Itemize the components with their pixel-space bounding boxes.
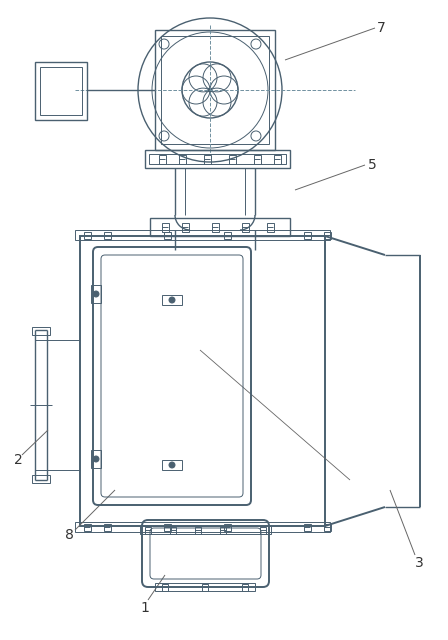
Bar	[140, 526, 271, 534]
Bar	[162, 295, 182, 305]
Bar	[242, 584, 248, 591]
Bar	[161, 36, 269, 144]
Circle shape	[93, 456, 99, 462]
Bar	[145, 150, 290, 168]
Bar	[204, 155, 211, 164]
Bar	[212, 223, 219, 232]
Text: 3: 3	[415, 556, 424, 570]
Bar	[35, 62, 87, 120]
Text: 2: 2	[14, 453, 23, 467]
Bar	[149, 154, 286, 164]
Bar	[84, 524, 91, 531]
Bar	[155, 30, 275, 150]
Bar	[91, 450, 101, 468]
Bar	[195, 527, 201, 534]
Bar	[162, 584, 168, 591]
Bar	[80, 236, 325, 526]
Bar	[260, 527, 266, 534]
Bar	[304, 232, 311, 239]
Bar	[104, 232, 111, 239]
Bar	[182, 223, 189, 232]
Bar	[304, 524, 311, 531]
Bar	[145, 527, 151, 534]
Circle shape	[169, 297, 175, 303]
Bar	[324, 232, 331, 239]
Bar	[162, 223, 169, 232]
Bar	[164, 524, 171, 531]
Bar	[267, 223, 274, 232]
Text: 7: 7	[377, 21, 386, 35]
Bar	[254, 155, 261, 164]
Bar	[220, 527, 226, 534]
Circle shape	[93, 291, 99, 297]
Bar	[179, 155, 186, 164]
Bar	[75, 230, 330, 240]
Circle shape	[208, 88, 212, 92]
Bar	[224, 524, 231, 531]
Bar	[162, 460, 182, 470]
Bar	[150, 218, 290, 236]
Bar	[40, 67, 82, 115]
Bar	[159, 155, 166, 164]
Bar	[32, 327, 50, 335]
Bar	[202, 584, 208, 591]
Text: 1: 1	[140, 601, 149, 615]
Bar	[104, 524, 111, 531]
Text: 5: 5	[368, 158, 377, 172]
Bar	[274, 155, 281, 164]
Text: 8: 8	[65, 528, 74, 542]
Bar	[84, 232, 91, 239]
Bar	[91, 285, 101, 303]
Bar	[224, 232, 231, 239]
Bar	[170, 527, 176, 534]
Circle shape	[169, 462, 175, 468]
Bar	[164, 232, 171, 239]
Bar	[242, 223, 249, 232]
Bar	[155, 583, 255, 591]
Bar	[75, 522, 330, 532]
Bar	[32, 475, 50, 483]
Bar	[324, 524, 331, 531]
Bar	[229, 155, 236, 164]
